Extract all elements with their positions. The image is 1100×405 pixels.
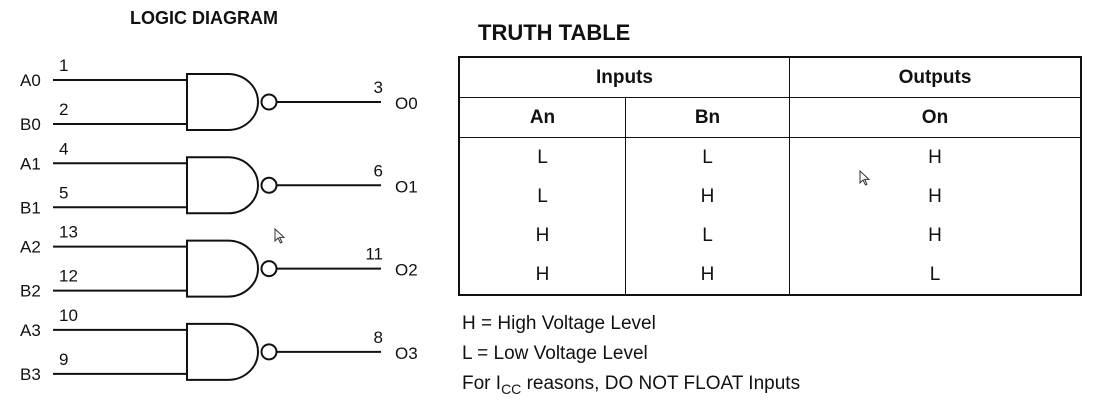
- input-a-label: A3: [20, 321, 41, 340]
- nand-gate: [186, 322, 259, 381]
- input-a-label: A1: [20, 154, 41, 173]
- notes: H = High Voltage Level L = Low Voltage L…: [462, 309, 800, 404]
- inversion-bubble: [260, 93, 278, 111]
- note-icc: For ICC reasons, DO NOT FLOAT Inputs: [462, 369, 800, 404]
- input-a-label: A0: [20, 71, 41, 90]
- column-header-on: On: [789, 97, 1082, 138]
- nand-gate: [186, 239, 259, 298]
- input-a-pin-number: 1: [59, 56, 68, 75]
- output-pin-number: 11: [365, 245, 383, 264]
- cell: H: [458, 216, 626, 255]
- cell: H: [625, 255, 790, 295]
- cell: L: [789, 255, 1082, 295]
- truth-table-title: TRUTH TABLE: [478, 20, 631, 45]
- output-pin-number: 8: [374, 328, 383, 347]
- input-b-label: B1: [20, 198, 41, 217]
- output-pin-number: 6: [374, 161, 383, 180]
- input-a-label: A2: [20, 238, 41, 257]
- note-icc-text-rest: reasons, DO NOT FLOAT Inputs: [521, 373, 801, 394]
- output-label: O0: [395, 94, 418, 113]
- input-a-pin-number: 13: [59, 223, 78, 242]
- cell: H: [625, 177, 790, 216]
- note-icc-subscript: CC: [501, 381, 522, 397]
- note-high: H = High Voltage Level: [462, 313, 656, 334]
- cell: L: [458, 137, 626, 177]
- input-b-label: B0: [20, 115, 41, 134]
- mouse-cursor-icon: [859, 170, 871, 186]
- cell: H: [458, 255, 626, 295]
- input-b-label: B3: [20, 365, 41, 384]
- cell: L: [625, 216, 790, 255]
- output-label: O1: [395, 177, 418, 196]
- column-header-bn: Bn: [625, 97, 790, 138]
- logic-diagram-title: LOGIC DIAGRAM: [130, 8, 278, 28]
- input-b-pin-number: 9: [59, 350, 68, 369]
- inversion-bubble: [260, 176, 278, 194]
- output-pin-number: 3: [374, 78, 383, 97]
- column-header-an: An: [458, 97, 626, 138]
- cell: H: [789, 177, 1082, 216]
- outputs-header: Outputs: [789, 56, 1082, 98]
- input-b-label: B2: [20, 282, 41, 301]
- cell: L: [625, 137, 790, 177]
- output-label: O2: [395, 261, 418, 280]
- cell: L: [458, 177, 626, 216]
- input-a-pin-number: 4: [59, 139, 68, 158]
- input-b-pin-number: 5: [59, 183, 68, 202]
- cell: H: [789, 137, 1082, 177]
- inversion-bubble: [260, 260, 278, 278]
- inputs-header: Inputs: [458, 56, 790, 98]
- nand-gate: [186, 156, 259, 215]
- input-a-pin-number: 10: [59, 306, 78, 325]
- inversion-bubble: [260, 343, 278, 361]
- note-low: L = Low Voltage Level: [462, 343, 648, 364]
- mouse-cursor-icon: [274, 228, 286, 244]
- cell: H: [789, 216, 1082, 255]
- input-b-pin-number: 12: [59, 267, 78, 286]
- output-label: O3: [395, 344, 418, 363]
- nand-gate: [186, 73, 259, 131]
- note-icc-text: For I: [462, 373, 502, 394]
- input-b-pin-number: 2: [59, 100, 68, 119]
